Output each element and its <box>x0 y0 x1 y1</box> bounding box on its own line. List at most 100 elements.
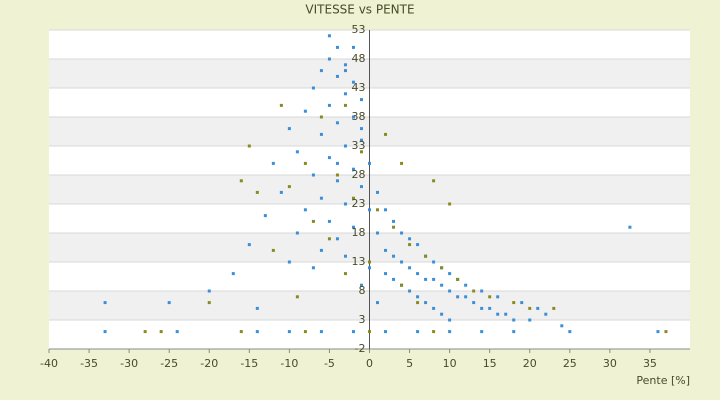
point <box>368 208 371 212</box>
point <box>287 127 291 131</box>
point <box>392 277 396 281</box>
point <box>416 330 420 334</box>
point <box>504 312 508 316</box>
point <box>359 98 363 102</box>
y-tick-label: 48 <box>352 52 366 65</box>
point <box>368 161 371 165</box>
point <box>400 283 404 287</box>
point <box>271 161 275 165</box>
point <box>343 254 347 258</box>
point <box>376 301 380 305</box>
y-tick-label: 8 <box>359 284 366 297</box>
y-tick-label: 28 <box>352 168 366 181</box>
point <box>512 330 516 334</box>
point <box>376 231 380 235</box>
point <box>440 312 444 316</box>
point <box>408 237 412 241</box>
point <box>359 283 363 287</box>
point <box>335 173 339 177</box>
x-tick-label: -25 <box>160 357 178 370</box>
point <box>408 289 412 293</box>
point <box>464 283 468 287</box>
point <box>287 185 291 189</box>
y-tick-label: 33 <box>352 139 366 152</box>
point <box>456 277 460 281</box>
y-tick-label: 53 <box>352 23 366 36</box>
point <box>432 306 436 310</box>
point <box>496 312 500 316</box>
point <box>239 179 243 183</box>
point <box>664 330 668 334</box>
point <box>271 248 275 252</box>
y-tick-label: 43 <box>352 81 366 94</box>
x-tick-label: -35 <box>80 357 98 370</box>
point <box>448 202 452 206</box>
point <box>159 330 163 334</box>
x-tick-label: 25 <box>563 357 577 370</box>
x-tick-label: -20 <box>200 357 218 370</box>
point <box>207 301 211 305</box>
point <box>167 301 171 305</box>
point <box>528 318 532 322</box>
point <box>319 248 323 252</box>
point <box>175 330 179 334</box>
point <box>343 92 347 96</box>
y-tick-label: 38 <box>352 110 366 123</box>
point <box>319 115 323 119</box>
x-tick-label: 10 <box>443 357 457 370</box>
point <box>448 318 452 322</box>
point <box>368 260 371 264</box>
point <box>528 306 532 310</box>
point <box>544 312 548 316</box>
point <box>359 150 363 154</box>
point <box>368 330 371 334</box>
point <box>416 295 420 299</box>
point <box>319 69 323 73</box>
point <box>231 272 235 276</box>
point <box>311 219 315 223</box>
point <box>311 266 315 270</box>
point <box>384 208 388 212</box>
point <box>279 190 283 194</box>
point <box>303 208 307 212</box>
x-tick-label: -30 <box>120 357 138 370</box>
point <box>303 109 307 113</box>
point <box>255 330 259 334</box>
point <box>656 330 660 334</box>
point <box>303 330 307 334</box>
chart-title: VITESSE vs PENTE <box>305 3 414 17</box>
point <box>400 231 404 235</box>
point <box>319 196 323 200</box>
x-tick-label: -15 <box>240 357 258 370</box>
point <box>351 115 355 119</box>
point <box>376 208 380 212</box>
point <box>103 330 107 334</box>
point <box>247 243 251 247</box>
point <box>440 266 444 270</box>
point <box>287 330 291 334</box>
point <box>319 132 323 136</box>
point <box>472 289 476 293</box>
point <box>384 272 388 276</box>
point <box>488 306 492 310</box>
point <box>303 161 307 165</box>
point <box>207 289 211 293</box>
y-tick-label: 23 <box>352 197 366 210</box>
y-tick-label: -2 <box>355 342 366 355</box>
point <box>351 167 355 171</box>
point <box>392 225 396 229</box>
point <box>327 219 331 223</box>
point <box>432 179 436 183</box>
point <box>432 330 436 334</box>
x-tick-label: -40 <box>40 357 58 370</box>
x-tick-label: 20 <box>523 357 537 370</box>
point <box>103 301 107 305</box>
point <box>359 185 363 189</box>
point <box>351 80 355 84</box>
point <box>384 132 388 136</box>
point <box>512 301 516 305</box>
point <box>560 324 564 328</box>
point <box>448 272 452 276</box>
point <box>416 301 420 305</box>
